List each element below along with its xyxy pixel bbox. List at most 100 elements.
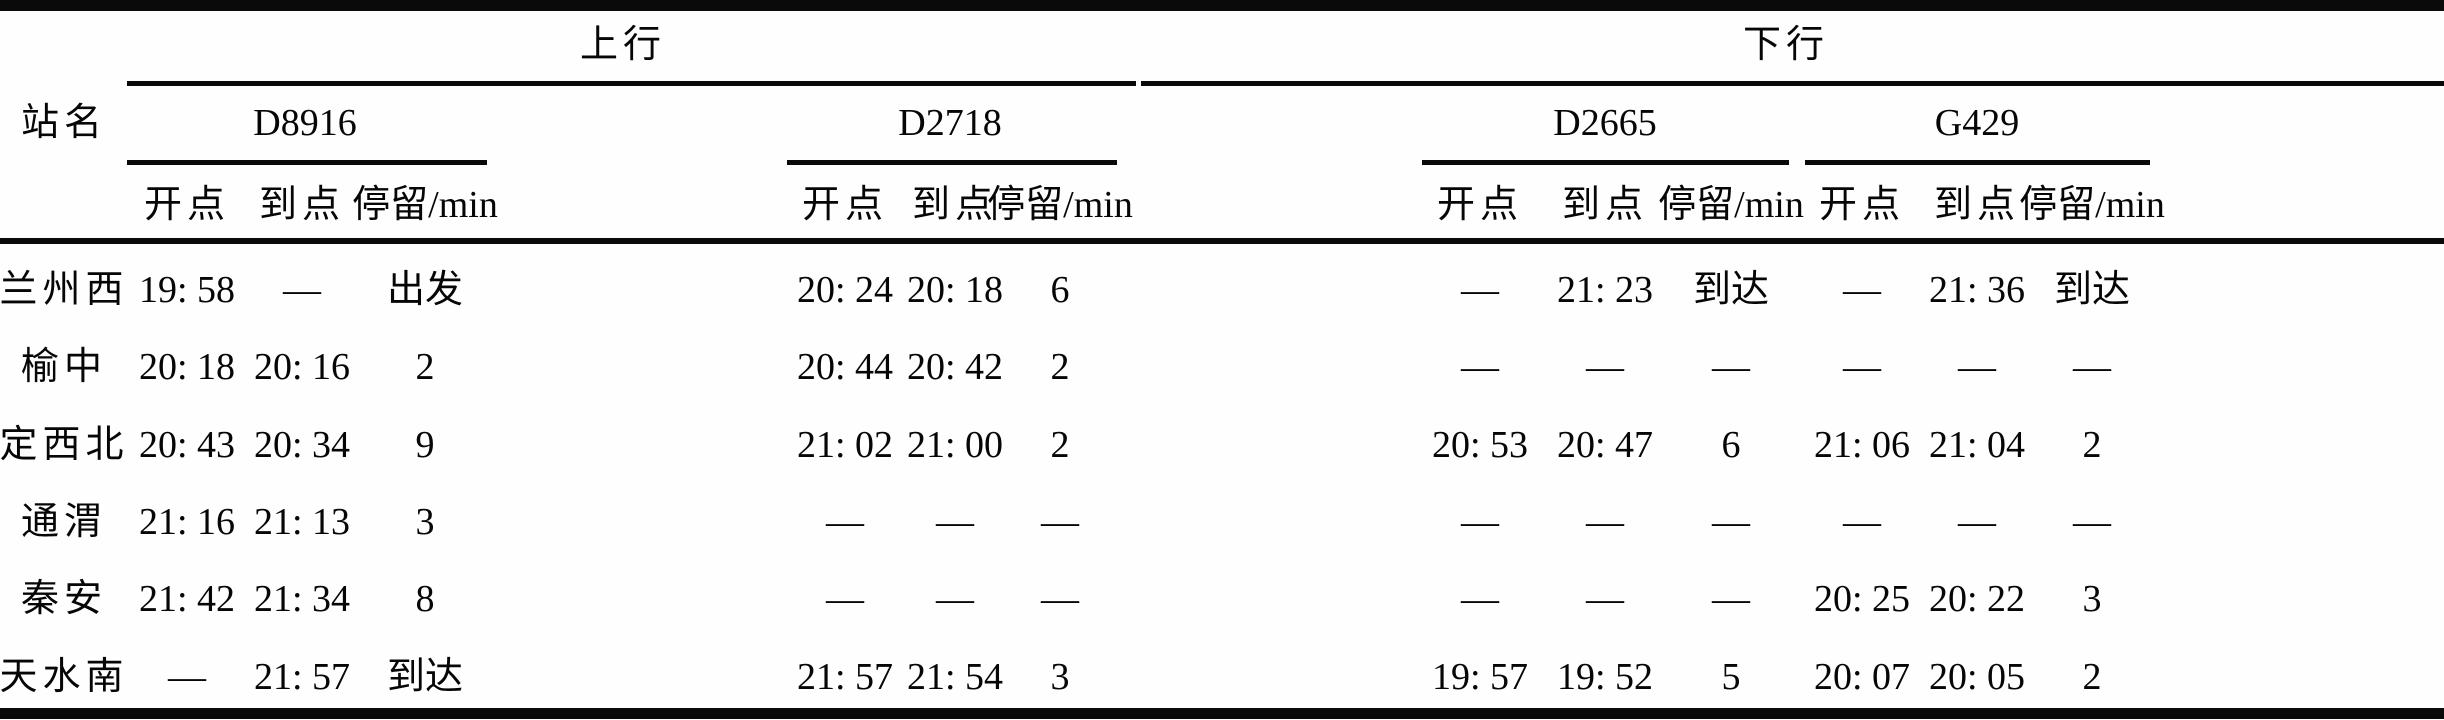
cell-value: 5 [1721,656,1741,698]
cell-value: 21: 16 [138,501,236,543]
col-header-arrive: 到点 [1561,184,1649,226]
cell-value: 20: 44 [796,346,894,388]
cell-value: — [1461,578,1499,620]
col-header-dwell: 停留/min [1658,184,1804,226]
cell-value: 2 [1050,346,1070,388]
cell-value: 21: 06 [1813,424,1911,466]
cell-value: 3 [2082,578,2102,620]
station-header: 站名 [20,102,108,144]
cell-value: 20: 22 [1928,578,2026,620]
cell-value: — [2073,346,2111,388]
cell-value: 6 [1050,269,1070,311]
up-group-underline [127,81,1136,86]
cell-value: 到达 [1692,269,1770,311]
station-name: 天水南 [0,656,129,698]
cell-value: — [826,501,864,543]
cline-train-g429 [1805,160,2150,165]
station-name: 定西北 [0,424,129,466]
header-body-rule [0,238,2444,244]
direction-header-down: 下行 [1742,24,1830,66]
cell-value: 21: 02 [796,424,894,466]
cell-value: 20: 43 [138,424,236,466]
cell-value: 20: 16 [253,346,351,388]
cell-value: 2 [415,346,435,388]
cell-value: 2 [2082,656,2102,698]
cell-value: 21: 42 [138,578,236,620]
cell-value: — [1712,501,1750,543]
cell-value: — [1843,501,1881,543]
cell-value: — [1712,578,1750,620]
col-header-dwell: 停留/min [987,184,1133,226]
cell-value: — [936,501,974,543]
cell-value: — [1958,501,1996,543]
cell-value: 8 [415,578,435,620]
cell-value: 20: 47 [1556,424,1654,466]
bottom-rule [0,708,2444,719]
station-name: 通渭 [20,501,108,543]
col-header-arrive: 到点 [911,184,999,226]
cell-value: 3 [1050,656,1070,698]
train-code-d8916: D8916 [253,102,357,144]
cell-value: — [1843,269,1881,311]
top-rule [0,0,2444,11]
cell-value: 21: 13 [253,501,351,543]
col-header-depart: 开点 [1436,184,1524,226]
cell-value: 19: 57 [1431,656,1529,698]
cell-value: 20: 53 [1431,424,1529,466]
col-header-depart: 开点 [801,184,889,226]
cell-value: 20: 34 [253,424,351,466]
cell-value: — [1586,578,1624,620]
cell-value: — [1041,501,1079,543]
cell-value: — [1041,578,1079,620]
cell-value: — [1461,501,1499,543]
cell-value: 9 [415,424,435,466]
cell-value: — [1461,269,1499,311]
cell-value: 2 [1050,424,1070,466]
cell-value: 19: 58 [138,269,236,311]
cell-value: — [283,269,321,311]
cline-train-d2665 [1422,160,1789,165]
cell-value: 19: 52 [1556,656,1654,698]
cell-value: — [936,578,974,620]
cline-train-d2718 [787,160,1117,165]
cell-value: 20: 25 [1813,578,1911,620]
cell-value: — [168,656,206,698]
cell-value: — [826,578,864,620]
cell-value: — [1586,501,1624,543]
cell-value: 21: 36 [1928,269,2026,311]
cell-value: 21: 00 [906,424,1004,466]
cell-value: 20: 24 [796,269,894,311]
cell-value: 20: 05 [1928,656,2026,698]
station-name: 秦安 [20,578,108,620]
cell-value: — [1843,346,1881,388]
cell-value: 2 [2082,424,2102,466]
cell-value: 21: 34 [253,578,351,620]
cell-value: 21: 57 [796,656,894,698]
cline-train-d8916 [127,160,487,165]
cell-value: — [1461,346,1499,388]
cell-value: 6 [1721,424,1741,466]
cell-value: 21: 23 [1556,269,1654,311]
cell-value: 到达 [2053,269,2131,311]
cell-value: 21: 57 [253,656,351,698]
train-code-d2718: D2718 [898,102,1002,144]
cell-value: 21: 04 [1928,424,2026,466]
cell-value: 3 [415,501,435,543]
cell-value: — [1586,346,1624,388]
cell-value: 20: 18 [138,346,236,388]
cell-value: 到达 [386,656,464,698]
cell-value: — [2073,501,2111,543]
station-name: 兰州西 [0,269,129,311]
cell-value: 20: 18 [906,269,1004,311]
cell-value: 出发 [386,269,464,311]
col-header-arrive: 到点 [258,184,346,226]
train-code-d2665: D2665 [1553,102,1657,144]
col-header-depart: 开点 [1818,184,1906,226]
col-header-arrive: 到点 [1933,184,2021,226]
down-group-underline [1141,81,2444,86]
cell-value: — [1712,346,1750,388]
col-header-dwell: 停留/min [2019,184,2165,226]
cell-value: — [1958,346,1996,388]
col-header-dwell: 停留/min [352,184,498,226]
